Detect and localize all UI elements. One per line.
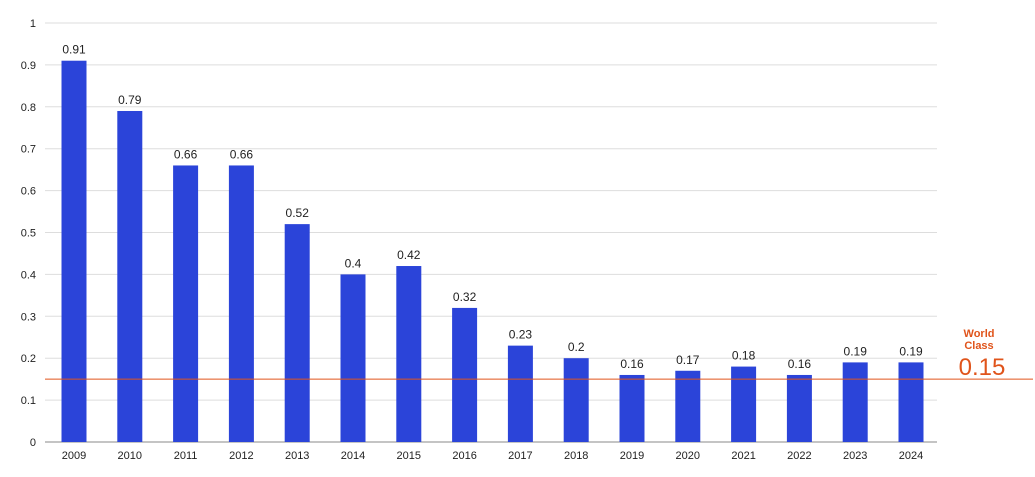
data-label-2012: 0.66 [230,147,254,161]
world-class-label-line2: Class [964,340,993,352]
data-label-2020: 0.17 [676,353,700,367]
world-class-label-line1: World [964,328,995,340]
data-label-2016: 0.32 [453,290,477,304]
data-label-2021: 0.18 [732,349,756,363]
x-tick-label-2015: 2015 [397,450,421,462]
bar-2009 [61,60,87,443]
x-tick-label-2013: 2013 [285,450,309,462]
data-label-2014: 0.4 [345,256,362,270]
x-tick-label-2024: 2024 [899,450,923,462]
y-tick-label: 0.1 [21,395,36,407]
x-tick-label-2010: 2010 [118,450,142,462]
data-label-2018: 0.2 [568,340,585,354]
y-tick-label: 0.8 [21,102,36,114]
bar-2011 [173,165,199,442]
data-label-2009: 0.91 [62,43,86,57]
bar-2023 [842,362,868,442]
data-label-2023: 0.19 [844,344,868,358]
x-tick-label-2018: 2018 [564,450,588,462]
data-label-2010: 0.79 [118,93,142,107]
world-class-value: 0.15 [959,354,1006,381]
bar-2022 [786,374,812,442]
x-axis-ticks: 2009 2010 2011 2012 2013 2014 2015 2016 2017 2018… [62,450,923,462]
x-tick-label-2020: 2020 [676,450,700,462]
data-label-2013: 0.52 [286,206,310,220]
data-label-2022: 0.16 [788,357,812,371]
y-tick-label: 0.3 [21,311,36,323]
bar-2014 [340,274,366,442]
bar-2021 [731,366,757,442]
y-tick-label: 0.4 [21,269,36,281]
x-tick-label-2009: 2009 [62,450,86,462]
world-class-reference: World Class 0.15 [45,328,1033,381]
bar-2010 [117,110,143,443]
data-label-2024: 0.19 [899,344,923,358]
y-tick-label: 0.7 [21,144,36,156]
data-label-2017: 0.23 [509,328,533,342]
x-tick-label-2012: 2012 [229,450,253,462]
x-tick-label-2019: 2019 [620,450,644,462]
bar-2016 [452,307,478,442]
bars [61,60,924,443]
x-tick-label-2021: 2021 [731,450,755,462]
bar-2013 [284,224,310,442]
y-axis-ticks: 0 0.1 0.2 0.3 0.4 0.5 0.6 0.7 0.8 0.9 1 [21,18,36,449]
bar-2015 [396,266,422,442]
bar-2024 [898,362,924,442]
y-tick-label: 0 [30,437,36,449]
bar-2017 [507,345,533,442]
x-tick-label-2022: 2022 [787,450,811,462]
x-tick-label-2014: 2014 [341,450,365,462]
data-labels: 0.91 0.79 0.66 0.66 0.52 0.4 0.42 0.32 0.23 0.2 0.… [62,43,923,371]
bar-2019 [619,374,645,442]
bar-2020 [675,370,701,442]
bar-2012 [228,165,254,442]
x-tick-label-2011: 2011 [174,450,198,462]
y-tick-label: 1 [30,18,36,30]
bar-2018 [563,358,589,442]
data-label-2019: 0.16 [620,357,644,371]
data-label-2015: 0.42 [397,248,421,262]
y-tick-label: 0.2 [21,353,36,365]
y-tick-label: 0.9 [21,60,36,72]
x-tick-label-2016: 2016 [452,450,476,462]
y-tick-label: 0.5 [21,228,36,240]
x-tick-label-2023: 2023 [843,450,867,462]
y-tick-label: 0.6 [21,186,36,198]
data-label-2011: 0.66 [174,147,198,161]
x-tick-label-2017: 2017 [508,450,532,462]
